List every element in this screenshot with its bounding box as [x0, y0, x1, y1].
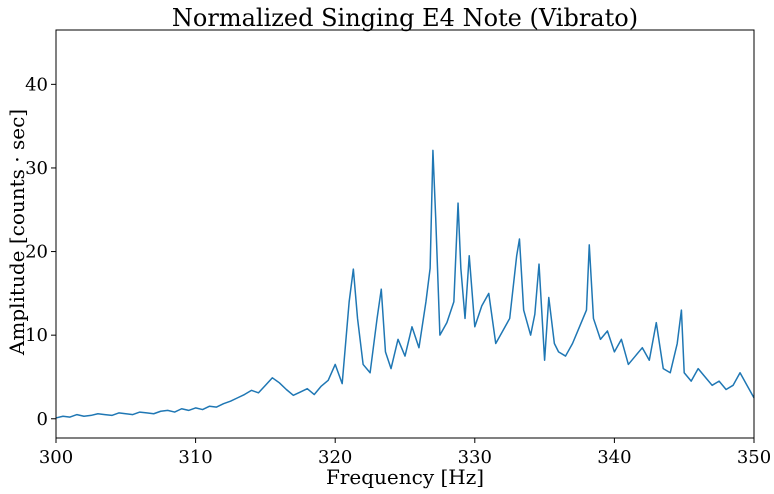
y-tick-label: 0: [37, 409, 48, 430]
chart-title: Normalized Singing E4 Note (Vibrato): [172, 4, 638, 32]
y-tick-label: 30: [25, 158, 48, 179]
x-tick-label: 300: [39, 447, 73, 468]
axis-ticks: 300 310 320 330 340 350 0 10 20 30 40: [25, 74, 771, 468]
x-tick-label: 320: [318, 447, 352, 468]
series-line-0: [55, 149, 755, 419]
y-tick-label: 20: [25, 242, 48, 263]
x-tick-label: 350: [737, 447, 771, 468]
x-tick-label: 330: [458, 447, 492, 468]
x-axis-label: Frequency [Hz]: [326, 465, 484, 489]
y-tick-label: 40: [25, 74, 48, 95]
y-tick-label: 10: [25, 325, 48, 346]
plot-frame: [55, 29, 755, 439]
x-tick-label: 340: [597, 447, 631, 468]
x-tick-label: 310: [178, 447, 212, 468]
plot-area: [55, 149, 755, 419]
y-axis-label: Amplitude [counts · sec]: [5, 109, 29, 356]
